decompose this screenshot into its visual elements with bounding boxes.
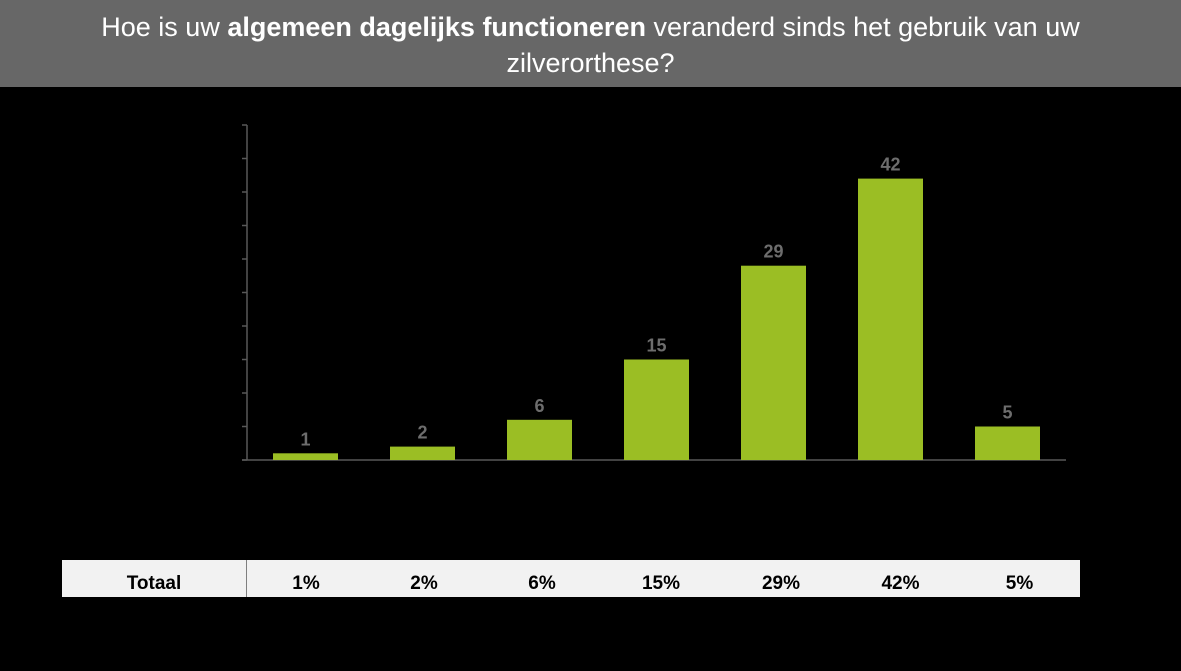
summary-row-label: Totaal <box>126 573 182 594</box>
bar-group <box>273 178 1040 460</box>
summary-cell: 5% <box>1005 573 1034 594</box>
summary-cell: 1% <box>292 573 320 594</box>
bar <box>624 359 689 460</box>
bar <box>858 178 923 460</box>
bar <box>273 453 338 460</box>
bar <box>507 419 572 460</box>
data-label: 15 <box>646 336 666 356</box>
summary-table: Totaal 1% 2% 6% 15% 29% 42% 5% <box>62 560 1080 597</box>
bar <box>390 446 455 460</box>
data-label: 29 <box>763 242 783 262</box>
data-label: 2 <box>417 423 427 443</box>
summary-cell: 42% <box>881 573 920 594</box>
summary-cell: 29% <box>761 573 801 594</box>
title-bar: Hoe is uw algemeen dagelijks functionere… <box>0 0 1181 87</box>
title-prefix: Hoe is uw <box>101 12 228 42</box>
summary-cell: 15% <box>641 573 681 594</box>
data-label: 1 <box>300 429 310 449</box>
summary-divider <box>246 560 247 597</box>
data-label: 6 <box>534 396 544 416</box>
title-suffix: veranderd sinds het gebruik van uw zilve… <box>506 12 1080 78</box>
bar <box>741 265 806 460</box>
data-label: 42 <box>880 155 900 175</box>
title-bold: algemeen dagelijks functioneren <box>227 12 646 42</box>
bar <box>975 426 1040 460</box>
bar-chart: 1 2 6 15 29 42 5 <box>242 124 1066 461</box>
summary-cell: 2% <box>410 573 438 594</box>
summary-cell: 6% <box>528 573 556 594</box>
data-label-group: 1 2 6 15 29 42 5 <box>300 155 1012 450</box>
data-label: 5 <box>1002 403 1012 423</box>
